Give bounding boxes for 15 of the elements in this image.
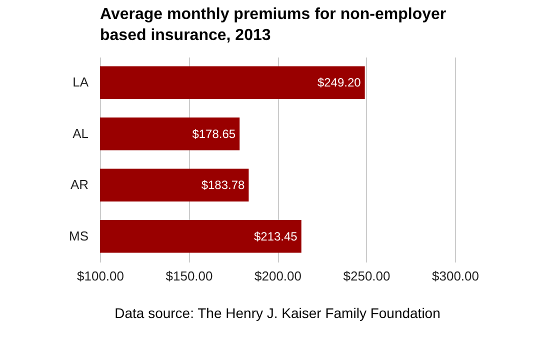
source-note: Data source: The Henry J. Kaiser Family Foundation — [114, 305, 442, 321]
data-label: $249.20 — [317, 76, 362, 90]
chart-title: Average monthly premiums for non-employer based insurance, 2013 — [100, 6, 446, 44]
data-label: $213.45 — [254, 229, 298, 244]
x-tick-label: $200.00 — [254, 268, 302, 284]
data-label: $178.65 — [192, 126, 236, 141]
x-tick-label: $300.00 — [432, 268, 479, 284]
x-tick-label: $250.00 — [343, 268, 390, 284]
x-tick-label: $100.00 — [77, 268, 124, 284]
y-tick-label: AL — [72, 126, 88, 141]
y-tick-label: MS — [69, 228, 89, 244]
y-tick-label: AR — [70, 177, 88, 192]
x-tick-label: $150.00 — [166, 268, 213, 284]
data-label: $183.78 — [201, 178, 246, 192]
y-tick-label: LA — [72, 74, 89, 90]
